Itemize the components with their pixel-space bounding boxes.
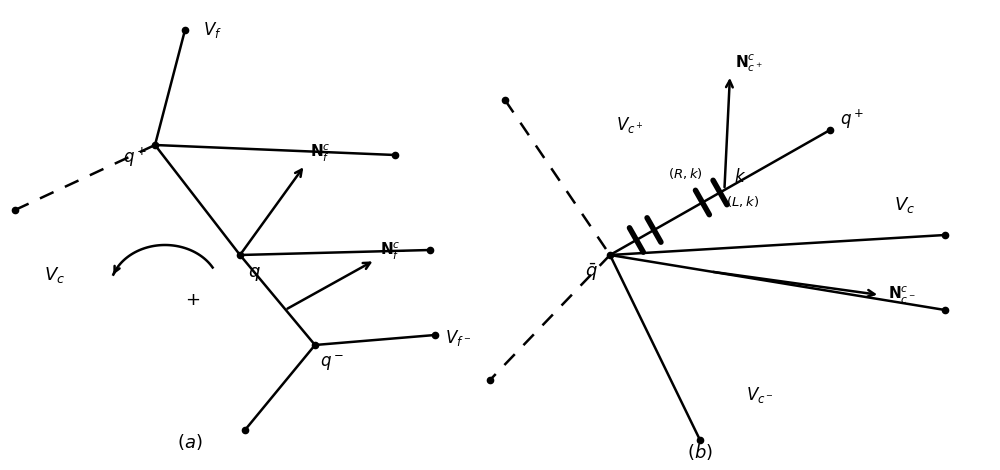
Text: $(R,k)$: $(R,k)$	[668, 166, 702, 181]
Text: $V_{f^-}$: $V_{f^-}$	[445, 328, 471, 348]
Text: $(b)$: $(b)$	[687, 442, 713, 462]
Text: $\mathbf{N}_{c^+}^c$: $\mathbf{N}_{c^+}^c$	[735, 52, 763, 73]
Text: $V_{c^-}$: $V_{c^-}$	[746, 385, 774, 405]
Text: $\mathbf{N}_f^c$: $\mathbf{N}_f^c$	[310, 142, 331, 164]
Text: $(L,k)$: $(L,k)$	[726, 194, 759, 209]
Text: $V_{c^+}$: $V_{c^+}$	[616, 115, 644, 135]
Text: $\mathbf{N}_{f^-}^c$: $\mathbf{N}_{f^-}^c$	[380, 240, 406, 261]
Text: $q^+$: $q^+$	[123, 146, 147, 169]
Text: $V_c$: $V_c$	[44, 265, 66, 285]
Text: $(a)$: $(a)$	[177, 432, 203, 452]
Text: $\bar{q}$: $\bar{q}$	[585, 261, 598, 283]
Text: $q^-$: $q^-$	[320, 353, 344, 373]
Text: $V_c$: $V_c$	[894, 195, 916, 215]
Text: $V_f$: $V_f$	[203, 20, 222, 40]
Text: $q^+$: $q^+$	[840, 108, 864, 131]
Text: $q$: $q$	[248, 265, 261, 283]
Text: $+$: $+$	[185, 291, 201, 309]
Text: $\mathbf{N}_{c^-}^c$: $\mathbf{N}_{c^-}^c$	[888, 285, 916, 306]
Text: $k$: $k$	[734, 168, 747, 186]
